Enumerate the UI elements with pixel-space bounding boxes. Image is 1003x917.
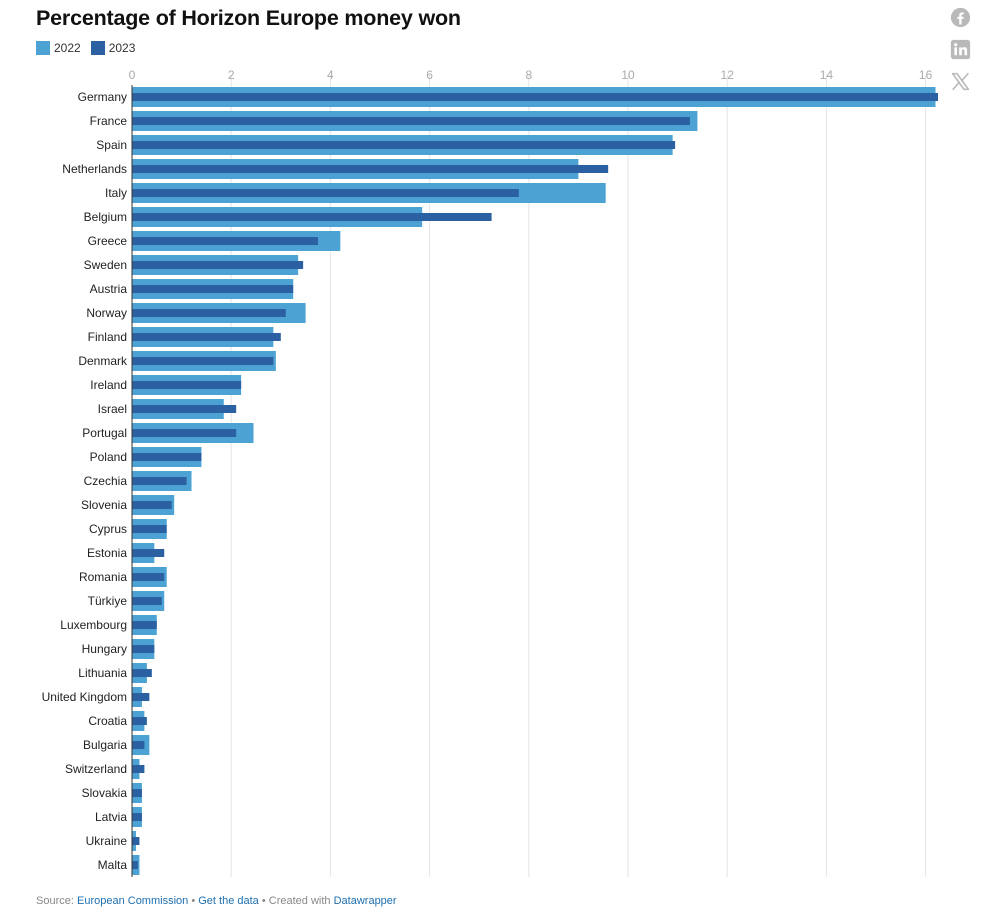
bar-2023-slovenia [132,501,172,509]
bar-2023-austria [132,285,294,293]
bar-2023-cyprus [132,525,167,533]
legend-item-2022: 2022 [36,41,81,55]
bar-2023-ukraine [132,837,140,845]
category-label: Germany [78,90,127,104]
category-label: Croatia [88,714,127,728]
bar-2023-belgium [132,213,492,221]
bar-2023-czechia [132,477,187,485]
category-label: Bulgaria [83,738,127,752]
category-label: United Kingdom [42,690,127,704]
bar-2023-portugal [132,429,237,437]
category-label: Norway [86,306,127,320]
bar-2023-poland [132,453,202,461]
x-tick-label: 6 [426,68,433,82]
category-label: France [90,114,128,128]
category-label: Sweden [84,258,127,272]
category-label: Belgium [84,210,127,224]
chart-title: Percentage of Horizon Europe money won [36,6,461,30]
bar-2023-croatia [132,717,147,725]
created-with-text: Created with [268,895,331,907]
category-label: Ireland [90,378,127,392]
bar-2023-italy [132,189,519,197]
category-label: Estonia [87,546,127,560]
category-label: Hungary [82,642,127,656]
bar-2023-lithuania [132,669,152,677]
x-tick-label: 0 [129,68,136,82]
source-prefix: Source: [36,895,74,907]
category-label: Italy [105,186,127,200]
category-label: Luxembourg [60,618,127,632]
bar-2023-denmark [132,357,274,365]
bar-2023-france [132,117,690,125]
category-label: Slovakia [82,786,128,800]
legend: 2022 2023 [36,41,145,55]
category-label: Lithuania [78,666,127,680]
x-tick-label: 14 [820,68,834,82]
x-tick-label: 12 [721,68,735,82]
category-label: Spain [96,138,127,152]
bar-2023-norway [132,309,286,317]
x-tick-label: 10 [621,68,635,82]
datawrapper-link[interactable]: Datawrapper [333,895,397,907]
category-label: Netherlands [62,162,127,176]
bar-2023-greece [132,237,318,245]
category-label: Malta [98,858,128,872]
category-label: Latvia [95,810,127,824]
category-label: Austria [90,282,128,296]
x-tick-label: 2 [228,68,235,82]
bar-2023-ireland [132,381,242,389]
bar-2023-malta [132,861,138,869]
category-label: Romania [79,570,127,584]
category-label: Poland [90,450,127,464]
bar-2023-luxembourg [132,621,157,629]
bar-2023-romania [132,573,165,581]
category-label: Türkiye [88,594,128,608]
footer-separator: • [191,895,196,907]
bar-2023-germany [132,93,938,101]
bar-2023-hungary [132,645,155,653]
legend-swatch-2022 [36,41,50,55]
source-link[interactable]: European Commission [76,895,189,907]
bar-2023-latvia [132,813,142,821]
category-label: Switzerland [65,762,127,776]
get-data-link[interactable]: Get the data [198,895,259,907]
category-label: Czechia [84,474,128,488]
category-label: Greece [88,234,128,248]
footer-separator: • [261,895,266,907]
bar-2023-israel [132,405,237,413]
category-label: Cyprus [89,522,127,536]
facebook-icon[interactable] [950,7,971,28]
bar-2023-netherlands [132,165,609,173]
x-icon[interactable] [950,71,971,92]
linkedin-icon[interactable] [950,39,971,60]
category-label: Portugal [82,426,127,440]
category-label: Slovenia [81,498,127,512]
category-label: Finland [88,330,127,344]
category-label: Israel [98,402,127,416]
legend-label-2023: 2023 [108,41,136,55]
bar-2023-bulgaria [132,741,145,749]
bar-2023-slovakia [132,789,142,797]
bar-chart: 0 2 4 6 8 10 12 14 16 Germany France Spain Netherlan… [42,68,938,877]
bar-2023-türkiye [132,597,162,605]
legend-item-2023: 2023 [90,41,136,55]
bar-2023-united-kingdom [132,693,150,701]
legend-label-2022: 2022 [54,41,81,55]
bar-2023-finland [132,333,281,341]
x-tick-label: 8 [525,68,532,82]
x-tick-label: 16 [919,68,933,82]
bar-2023-sweden [132,261,304,269]
category-label: Denmark [78,354,128,368]
x-tick-label: 4 [327,68,334,82]
bar-2023-switzerland [132,765,145,773]
bar-2023-estonia [132,549,165,557]
legend-swatch-2023 [90,41,105,55]
category-label: Ukraine [86,834,128,848]
footer: Source: European Commission • Get the da… [36,895,397,907]
bar-2023-spain [132,141,676,149]
